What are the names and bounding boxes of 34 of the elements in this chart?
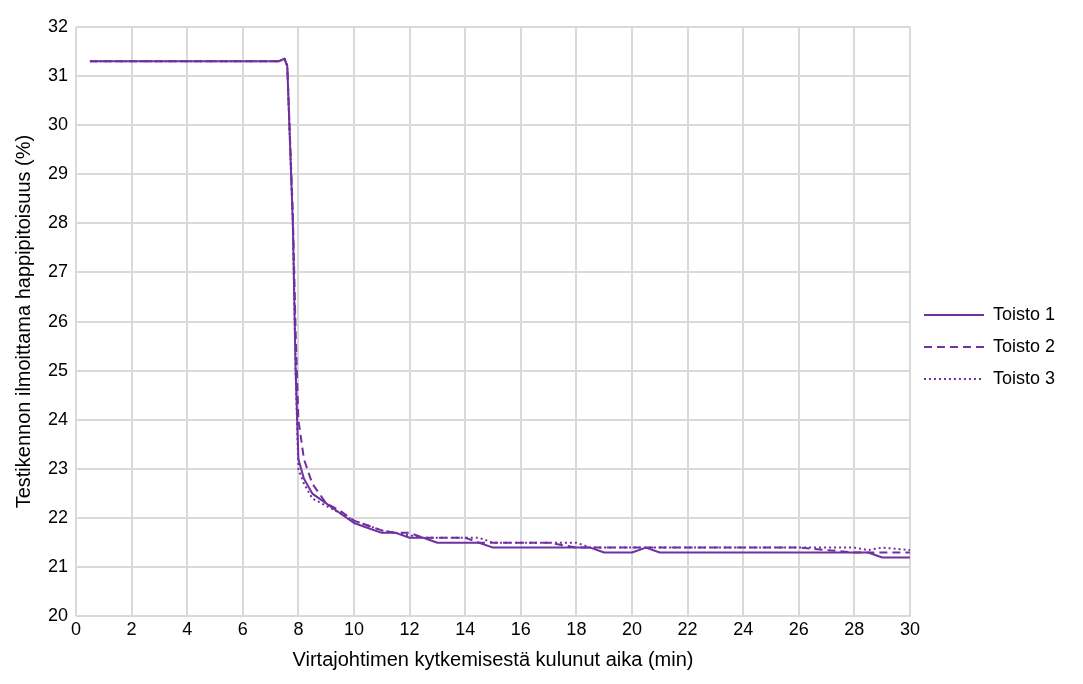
x-tick-label: 26 xyxy=(788,619,809,640)
x-axis-title: Virtajohtimen kytkemisestä kulunut aika (min) xyxy=(292,647,694,670)
x-tick-label: 10 xyxy=(343,619,365,640)
x-tick-label: 0 xyxy=(71,619,82,640)
y-tick-label: 23 xyxy=(47,457,69,478)
x-tick-label: 18 xyxy=(566,619,587,640)
y-tick-label: 22 xyxy=(47,507,69,528)
y-tick-label: 30 xyxy=(47,114,69,135)
y-tick-label: 21 xyxy=(47,556,69,577)
x-tick-label: 22 xyxy=(677,619,698,640)
x-tick-label: 12 xyxy=(399,619,420,640)
x-tick-label: 28 xyxy=(844,619,865,640)
y-tick-label: 25 xyxy=(47,359,69,380)
x-tick-label: 14 xyxy=(455,619,476,640)
x-tick-label: 8 xyxy=(293,619,304,640)
x-tick-label: 30 xyxy=(899,619,920,640)
y-tick-label: 24 xyxy=(47,408,69,429)
x-tick-label: 20 xyxy=(621,619,642,640)
y-tick-label: 27 xyxy=(47,261,69,282)
y-tick-label: 29 xyxy=(47,163,69,184)
y-axis-title: Testikennon ilmoittama happipitoisuus (%) xyxy=(11,134,34,509)
x-tick-label: 16 xyxy=(510,619,531,640)
y-tick-label: 31 xyxy=(47,64,69,85)
y-tick-label: 20 xyxy=(47,605,69,626)
y-tick-label: 32 xyxy=(47,15,69,36)
legend-label: Toisto 3 xyxy=(992,367,1056,388)
x-tick-label: 6 xyxy=(237,619,248,640)
legend-label: Toisto 2 xyxy=(992,335,1056,356)
x-tick-label: 2 xyxy=(126,619,137,640)
x-tick-label: 24 xyxy=(733,619,754,640)
y-tick-label: 28 xyxy=(47,212,69,233)
x-tick-label: 4 xyxy=(182,619,193,640)
y-tick-label: 26 xyxy=(47,310,69,331)
legend-label: Toisto 1 xyxy=(992,303,1056,324)
